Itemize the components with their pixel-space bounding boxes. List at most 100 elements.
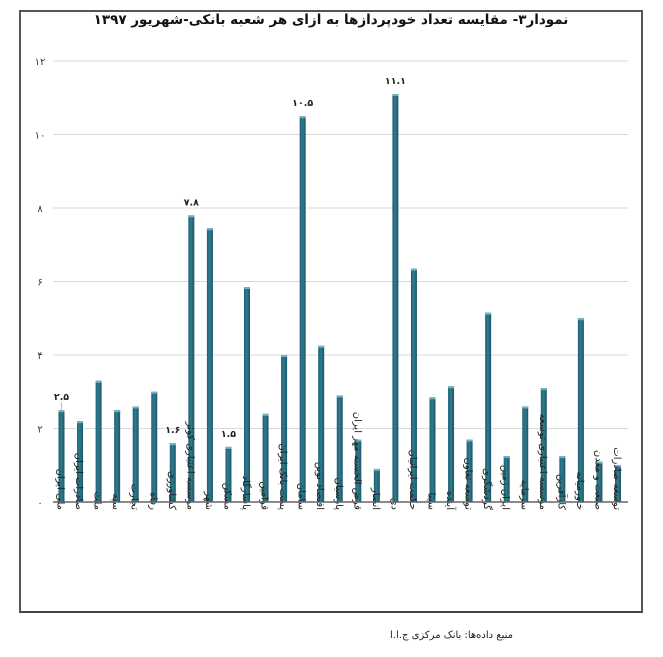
bar [429,397,436,502]
bar [151,391,158,502]
bar-cap [410,268,417,271]
bar [485,312,492,502]
bar-cap [225,446,232,449]
y-tick-label: ۰ [37,498,42,509]
y-tick-label: ۶ [37,278,42,289]
bar-cap [114,410,121,413]
bar [392,94,399,502]
bar-cap [151,391,158,394]
bar-cap [318,345,325,348]
x-tick-label: توسعه صادرات [611,447,622,510]
bar [448,386,455,502]
bar-cap [299,116,306,119]
data-label: ۷.۸ [184,197,199,208]
x-tick-label: گردشگری [481,468,493,510]
x-tick-label: توسعه تعاون [463,457,474,510]
bar [522,406,529,502]
bar [596,461,603,502]
chart-title: نمودار۳- مقایسه تعداد خودپردازها به ازای… [93,12,569,28]
x-tick-label: مسکن [221,483,232,510]
bar-cap [522,406,529,409]
x-tick-label: پاسارگاد [240,476,252,511]
bar [206,228,213,502]
data-labels: ۲.۵ ۱.۶ ۷.۸ ۱.۵ ۱۰.۵ ۱۱.۱ [54,76,406,440]
x-tick-label: کشاورزی [166,471,177,510]
gridlines [53,60,628,429]
data-label: ۲.۵ [54,392,69,403]
source-note: منبع داده‌ها: بانک مرکزی ج.ا.ا [390,630,513,641]
bar-cap [58,410,65,413]
bar [559,456,566,502]
bar [336,395,343,502]
bar [540,388,547,502]
bar [577,318,584,502]
bar-cap [429,397,436,400]
bar [114,410,121,502]
bar [355,439,362,502]
bar-cap [336,395,343,398]
bar [615,465,621,502]
x-tick-label: اقتصاد نوین [314,462,325,510]
y-tick-label: ۱۰ [35,131,46,142]
bar-cap [485,312,492,315]
x-tick-label: قرض الحسنه مهر ایران [351,412,362,510]
bar [410,268,417,502]
bar-cap [244,287,250,290]
bar [225,446,232,502]
y-axis-ticks: ۰ ۲ ۴ ۶ ۸ ۱۰ ۱۲ [35,57,46,509]
data-label: ۱.۶ [165,425,180,436]
x-tick-label: آینده [444,491,457,511]
x-tick-label: ملت [92,492,103,511]
x-tick-label: صنعت و معدن [592,450,603,510]
bar [318,345,325,502]
x-tick-label: ملی ایران [55,469,66,510]
bar-cap [95,380,102,383]
bar [95,380,102,502]
x-tick-label: شهر [203,490,214,510]
bar-cap [466,439,473,442]
x-tick-label: موسسه اعتباری توسعه [537,413,548,510]
y-tick-label: ۸ [37,204,43,215]
bar-cap [355,439,362,442]
data-label: ۱۱.۱ [385,76,406,87]
bar [132,406,139,502]
bar-cap [577,318,584,321]
x-tick-label: رفاه [147,492,158,510]
bar [281,355,288,502]
x-tick-label: دی [388,498,399,510]
bar-cap [540,388,547,391]
bars [58,94,621,502]
bar-cap [392,94,399,97]
x-tick-label: ایران زمین [500,465,511,510]
bar [299,116,306,502]
y-tick-label: ۱۲ [35,57,46,68]
bar [58,410,65,502]
bar-cap [448,386,455,389]
bar-cap [206,228,213,231]
x-tick-label: کارآفرین [555,474,568,510]
bar [503,456,510,502]
chart-frame [19,10,643,613]
bar-cap [262,413,269,416]
bar-cap [503,456,510,459]
x-tick-label: قوامین [259,481,270,510]
bar-cap [615,465,621,468]
bar-cap [281,355,288,357]
x-tick-label: انصار [370,487,381,510]
bar [466,439,473,502]
bar-cap [77,421,84,424]
bar [262,413,269,502]
bar-cap [169,443,176,446]
bar [244,287,250,502]
bar-cap [132,406,139,409]
bar [188,215,195,502]
x-tick-label: سامان [296,483,307,510]
bar-cap [596,461,603,464]
bar [77,421,84,502]
bar [373,468,380,502]
x-tick-label: خاورمیانه [574,472,585,510]
x-tick-label: پارسیان [333,478,344,511]
x-tick-label: صادرات ایران [73,453,84,510]
x-tick-label: موسسه اعتباری کوثر [184,421,195,510]
